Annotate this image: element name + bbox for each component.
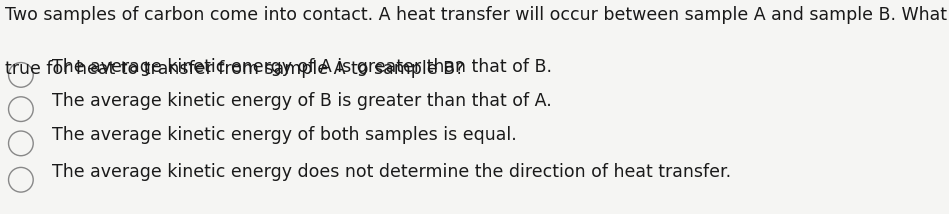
Text: Two samples of carbon come into contact. A heat transfer will occur between samp: Two samples of carbon come into contact.… [5,6,949,24]
Text: true for heat to transfer from sample A to sample B?: true for heat to transfer from sample A … [5,60,464,78]
Text: The average kinetic energy of A is greater than that of B.: The average kinetic energy of A is great… [52,58,552,76]
Text: The average kinetic energy does not determine the direction of heat transfer.: The average kinetic energy does not dete… [52,163,732,181]
Text: The average kinetic energy of both samples is equal.: The average kinetic energy of both sampl… [52,126,517,144]
Text: The average kinetic energy of B is greater than that of A.: The average kinetic energy of B is great… [52,92,552,110]
